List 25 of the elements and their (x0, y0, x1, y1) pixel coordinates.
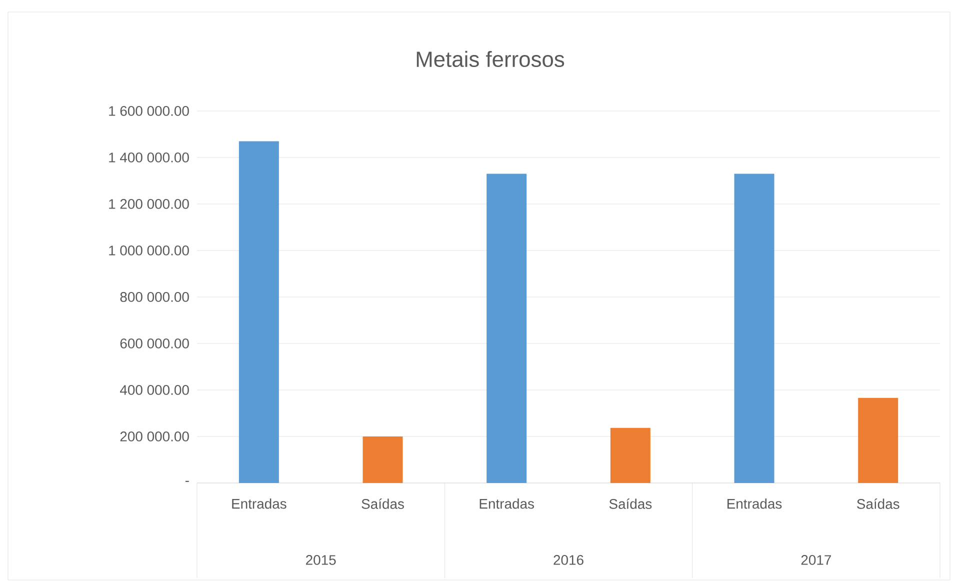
bar (858, 398, 898, 483)
bar (238, 141, 279, 483)
y-tick-label: 600 000.00 (120, 338, 189, 348)
x-tick-label: Saídas (362, 498, 404, 509)
x-tick-label: Entradas (480, 498, 534, 509)
bar (486, 174, 527, 483)
x-tick-label: Saídas (609, 498, 652, 509)
y-tick-label: 1 000 000.00 (109, 246, 189, 256)
bar (734, 174, 774, 483)
y-tick-label: 1 200 000.00 (109, 199, 189, 209)
x-tick-label: Entradas (727, 498, 782, 509)
y-tick-label: 200 000.00 (120, 432, 189, 442)
y-tick-label: 1 400 000.00 (109, 152, 189, 162)
y-tick-label: 800 000.00 (120, 292, 189, 302)
y-tick-label: 400 000.00 (120, 385, 189, 395)
text: 2015 (306, 555, 336, 565)
x-tick-label: Saídas (857, 498, 900, 509)
bar (610, 428, 650, 483)
y-tick-label: - (185, 480, 189, 482)
text: 2016 (554, 555, 584, 565)
y-tick-label: 1 600 000.00 (109, 106, 189, 116)
text: 2017 (801, 555, 831, 565)
chart-title: Metais ferrosos (416, 50, 564, 68)
x-tick-label: Entradas (232, 498, 286, 509)
bar (362, 436, 403, 483)
